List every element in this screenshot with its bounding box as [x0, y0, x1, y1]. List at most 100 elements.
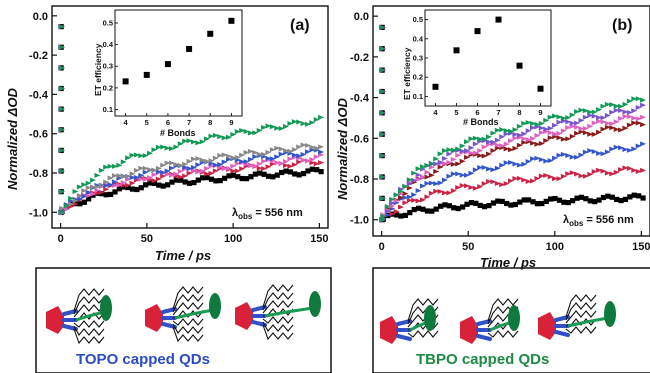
data-point [221, 166, 228, 172]
data-point [77, 201, 83, 207]
data-point [503, 141, 510, 147]
data-point [230, 132, 237, 138]
data-point [151, 178, 158, 184]
lambda-subscript: obs [569, 219, 584, 228]
data-point [147, 180, 153, 186]
data-point [526, 197, 532, 203]
data-point [256, 151, 263, 157]
alkyl-chain [262, 300, 294, 314]
data-point [622, 147, 629, 153]
data-point [437, 189, 444, 195]
data-point [415, 172, 422, 178]
data-point [481, 164, 488, 170]
data-point [103, 164, 110, 170]
data-point [494, 165, 501, 171]
plot-frame-a [51, 5, 329, 229]
data-point [313, 161, 320, 167]
data-point [420, 183, 427, 189]
data-point [574, 124, 581, 130]
alkyl-chain [172, 318, 204, 326]
data-point [300, 142, 307, 148]
data-point [622, 125, 629, 131]
data-point [490, 139, 497, 145]
data-point [543, 117, 550, 123]
x-tick-label: 50 [462, 241, 474, 253]
data-point [226, 156, 233, 162]
data-point [296, 159, 303, 165]
inset-points-a: 0.1 0.2 0.3 0.4 0.5 4 5 6 7 8 9 [103, 17, 235, 127]
data-point [186, 180, 193, 186]
data-point [204, 174, 210, 181]
inset-data-point [228, 17, 235, 24]
data-point [565, 171, 572, 177]
data-point [596, 118, 603, 124]
data-point [556, 119, 563, 125]
data-point [318, 144, 325, 150]
data-point [560, 128, 567, 134]
data-point [81, 182, 88, 188]
data-point [442, 161, 449, 167]
data-point [516, 162, 523, 168]
data-point [437, 164, 444, 170]
data-point [379, 131, 386, 137]
data-point [173, 171, 180, 177]
data-point [177, 162, 184, 168]
data-point [107, 191, 114, 198]
inset-data-point [164, 61, 171, 68]
data-point [618, 167, 625, 173]
inset-x-tick-label: 6 [475, 108, 479, 117]
data-point [407, 210, 413, 216]
data-point [530, 178, 537, 184]
inset-x-tick-label: 8 [517, 108, 521, 117]
ligand-blue [396, 319, 412, 326]
inset-y-tick-label: 0.3 [413, 54, 423, 63]
data-point [424, 180, 431, 186]
data-point [239, 175, 245, 182]
data-point [574, 130, 581, 136]
data-point [428, 190, 435, 196]
data-point [304, 149, 311, 155]
data-point [278, 146, 285, 152]
data-point [305, 168, 311, 174]
data-point [274, 154, 281, 160]
data-point [133, 152, 140, 158]
data-point [168, 172, 175, 178]
data-point [98, 189, 105, 195]
linker-green [174, 308, 214, 320]
data-point [402, 195, 409, 201]
data-point [243, 149, 250, 155]
data-point [261, 166, 268, 172]
data-point [552, 131, 559, 137]
data-point [182, 179, 188, 185]
data-point [565, 115, 572, 121]
data-point [186, 138, 193, 144]
data-point [574, 171, 581, 177]
data-point [72, 188, 79, 194]
data-point [578, 152, 585, 158]
data-point [569, 120, 576, 126]
data-point [283, 168, 289, 174]
ligand-blue [251, 305, 267, 312]
data-point [85, 193, 92, 199]
data-point [226, 134, 233, 140]
data-point [477, 148, 484, 154]
data-point [406, 177, 413, 183]
data-point [530, 199, 536, 205]
data-point [199, 139, 206, 145]
data-point [631, 167, 638, 173]
data-point [296, 119, 303, 125]
schematic-tbpo: TBPO capped QDs [372, 267, 650, 373]
ligand-blue [62, 324, 78, 331]
alkyl-chain [487, 298, 519, 322]
linker-green [264, 306, 314, 318]
data-point [291, 147, 298, 153]
y-tick-label: 0.0 [33, 11, 48, 23]
data-point [582, 108, 589, 114]
data-point [640, 114, 647, 120]
data-point [186, 170, 193, 176]
data-point [508, 202, 514, 208]
alkyl-chain [73, 296, 105, 315]
data-point [538, 120, 545, 126]
data-point [582, 173, 589, 179]
data-point [59, 24, 66, 30]
